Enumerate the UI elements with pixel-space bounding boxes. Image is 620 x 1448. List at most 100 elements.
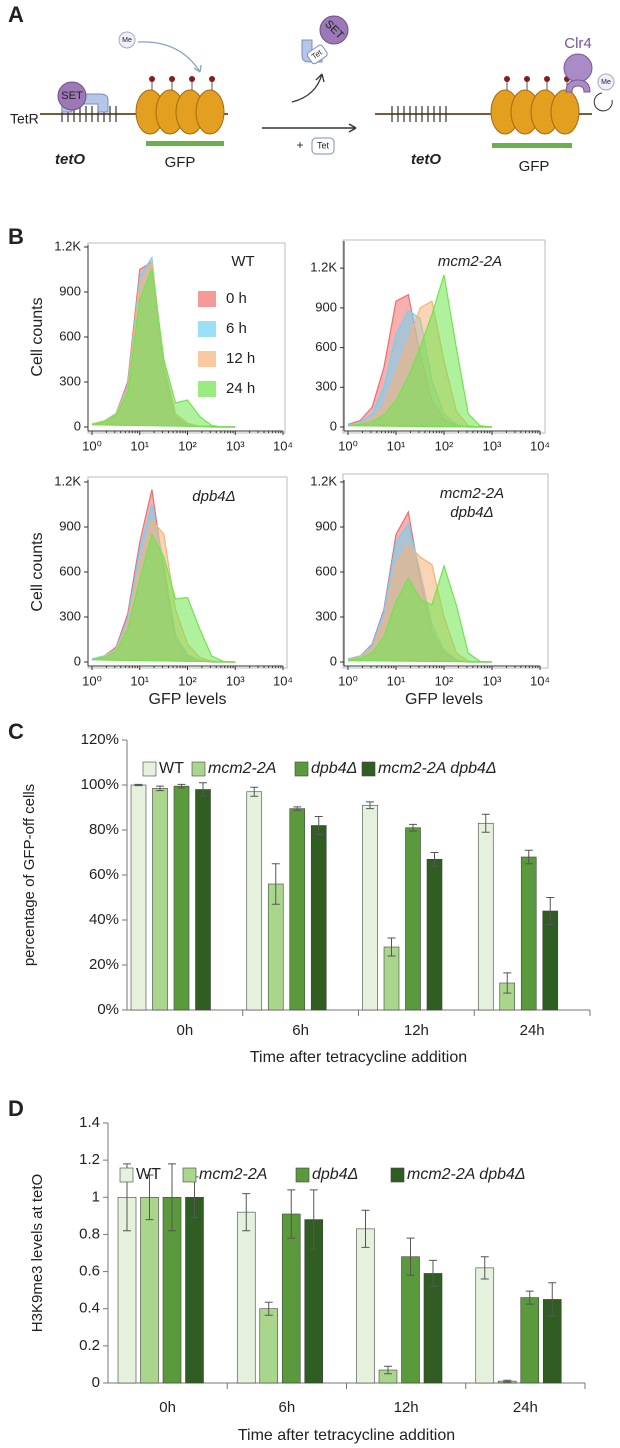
y-tick-label: 900 [59,518,81,533]
legend-label: 12 h [226,350,255,367]
bar [542,910,559,1011]
y-tick-label: 20% [89,956,119,973]
diagram-right: tetO Clr4 Me GFP [375,35,615,175]
error-bar [409,823,417,832]
error-bar [384,1365,392,1375]
bar [185,1196,204,1384]
gfp-gene [492,143,572,148]
legend-label: 6 h [226,320,247,337]
y-axis-label: percentage of GFP-off cells [21,784,38,966]
bar [520,856,537,1011]
bar [130,784,147,1011]
y-tick-label: 0 [74,418,81,433]
x-tick-label: 10³ [226,673,245,688]
x-tick-label: 6h [279,1399,296,1416]
x-tick-label: 10² [178,438,197,453]
y-tick-label: 600 [59,563,81,578]
chart: 10⁰ 10¹ 10² 10³ 10⁴ 0 300 600 900 1.2K mcm2-2A [310,239,550,453]
legend-swatch [198,321,216,337]
tet-label: Tet [317,140,330,150]
x-tick-label: 10¹ [130,438,149,453]
error-bar [481,813,490,833]
y-axis-label: H3K9me3 levels at tetO [29,1174,46,1332]
legend-swatch [198,381,216,397]
bar [405,827,421,1011]
x-tick-label: 10⁰ [82,673,102,688]
legend-swatch [361,761,376,777]
bar [289,808,306,1011]
chart-title: mcm2-2A [440,485,504,502]
plus: + [296,138,303,152]
bar [173,785,190,1011]
bar [140,1196,159,1384]
x-axis-label: Time after tetracycline addition [250,1049,467,1066]
x-tick-label: 10¹ [130,673,149,688]
y-tick-label: 0% [97,1001,119,1018]
error-bar [525,1290,534,1305]
panel-label: B [8,224,24,249]
legend-label: WT [159,760,184,777]
clr4-label: Clr4 [564,35,592,52]
legend-label: mcm2-2A [208,760,276,777]
tet-box [311,137,335,155]
teto-label: tetO [55,151,85,168]
x-tick-label: 10³ [483,438,502,453]
y-axis-label: Cell counts [29,532,46,611]
bar [152,788,168,1011]
x-tick-label: 10² [435,673,454,688]
x-tick-label: 10⁰ [338,673,358,688]
legend-swatch [119,1167,134,1183]
error-bar [177,783,186,789]
me-label: Me [601,79,611,86]
x-tick-label: 0h [177,1022,194,1039]
error-bar [503,972,512,994]
arrow-head [193,64,202,73]
error-bar [546,897,555,925]
plot-frame [342,473,549,669]
x-tick-label: 10⁴ [273,673,293,688]
x-tick-label: 0h [159,1399,176,1416]
x-tick-label: 24h [520,1022,545,1039]
y-tick-label: 1.2K [310,473,337,488]
clr4-protein [563,53,593,83]
legend-swatch [295,1167,310,1183]
error-bar [271,863,280,905]
bar [236,1211,256,1384]
legend-swatch [198,291,216,307]
bar [195,789,211,1011]
histogram-area [91,267,236,428]
tet-box [306,44,328,65]
diagram-middle: SET Tet + Tet [262,15,357,155]
x-tick-label: 10⁰ [82,438,102,453]
diagram-left: SET TetR tetO Me GFP [10,31,228,171]
legend-label: 0 h [226,290,247,307]
y-tick-label: 300 [315,608,337,623]
panel-label: D [8,1096,24,1121]
error-bar [503,1379,512,1383]
legend-swatch [390,1167,405,1183]
bar [426,858,443,1011]
bar [475,1267,495,1384]
y-tick-label: 80% [89,821,119,838]
arrow [291,73,323,103]
x-tick-label: 10² [178,673,197,688]
bar [281,1213,301,1384]
bar [246,791,263,1011]
legend-label: dpb4Δ [312,1166,358,1183]
bar [423,1273,443,1384]
y-tick-label: 1 [92,1188,100,1205]
me-bubble [118,31,136,49]
chart-title: dpb4Δ [192,488,235,505]
set-domain [57,81,87,111]
y-tick-label: 0 [92,1374,100,1391]
y-tick-label: 1.2K [310,260,337,275]
histogram-area [91,532,236,663]
error-bar [430,852,439,867]
error-bar [293,806,302,811]
bar [310,825,327,1011]
y-tick-label: 120% [81,731,119,748]
error-bar [145,1174,154,1221]
tetr-label: TetR [10,111,39,127]
chart: 10⁰ 10¹ 10² 10³ 10⁴ 0 300 600 900 1.2K WT Cell coun… [29,238,293,453]
